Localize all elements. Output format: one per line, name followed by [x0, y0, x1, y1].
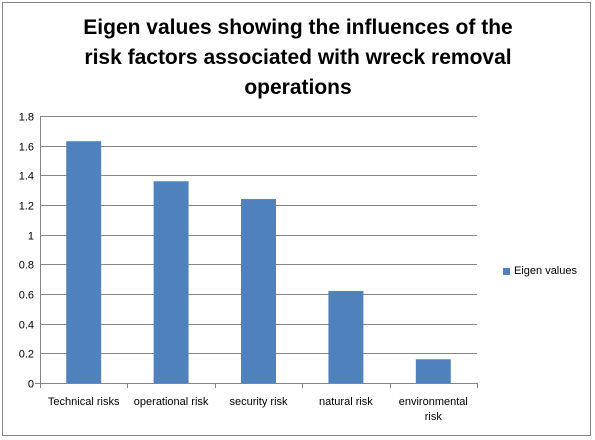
bar	[153, 181, 189, 383]
y-tick-label: 0	[28, 379, 34, 391]
bar	[415, 359, 451, 383]
y-tick-label: 0.4	[19, 320, 34, 332]
x-tick-label: Technical risks	[48, 396, 120, 408]
chart-title-line: Eigen values showing the influences of t…	[83, 16, 513, 39]
y-tick-label: 1	[28, 231, 34, 243]
y-tick-label: 1.2	[19, 201, 34, 213]
bar	[241, 199, 276, 383]
bar	[328, 291, 364, 383]
y-tick-label: 1.8	[19, 112, 34, 124]
legend-swatch	[503, 267, 510, 275]
bar	[66, 141, 102, 383]
legend-label: Eigen values	[514, 265, 577, 277]
chart-title-line: operations	[244, 76, 352, 99]
x-tick-label: operational risk	[134, 396, 209, 408]
chart-title-line: risk factors associated with wreck remov…	[84, 46, 512, 69]
legend: Eigen values	[503, 265, 577, 277]
x-tick-label: natural risk	[319, 396, 373, 408]
x-tick-label: security risk	[229, 396, 288, 408]
y-tick-label: 0.8	[19, 260, 34, 272]
y-tick-label: 0.6	[19, 290, 34, 302]
y-tick-label: 0.2	[19, 349, 34, 361]
x-tick-label: environmental risk	[399, 396, 468, 423]
y-tick-label: 1.6	[19, 142, 34, 154]
y-tick-label: 1.4	[19, 171, 34, 183]
chart-title: Eigen values showing the influences of t…	[43, 13, 553, 103]
